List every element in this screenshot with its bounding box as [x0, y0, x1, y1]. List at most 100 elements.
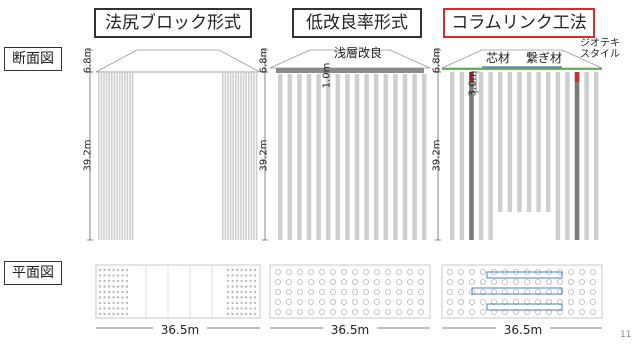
plan-dot-1 [226, 312, 230, 316]
plan-circle-2 [285, 308, 292, 315]
plan-dot-1 [231, 296, 234, 299]
block-column-left [100, 72, 103, 240]
plan-dot-1 [231, 290, 234, 294]
plan-circle-3 [501, 288, 508, 295]
plan-dot-1 [226, 296, 230, 299]
dim-top-2: 6.8m [258, 47, 270, 74]
page-number: 11 [620, 330, 632, 340]
plan-dot-1 [240, 274, 243, 277]
plan-circle-2 [285, 288, 292, 295]
plan-circle-3 [568, 308, 575, 315]
plan-circle-2 [329, 308, 336, 315]
plan-circle-3 [490, 278, 497, 285]
block-column-left [124, 72, 126, 240]
plan-dot-1 [125, 301, 129, 305]
plan-dot-1 [103, 296, 106, 299]
plan-dot-1 [107, 279, 111, 283]
column [536, 72, 541, 212]
plan-dot-1 [231, 268, 234, 272]
plan-dot-1 [249, 285, 252, 288]
plan-circle-2 [417, 308, 424, 315]
plan-dot-1 [253, 279, 257, 283]
plan-dot-1 [235, 296, 239, 299]
plan-circle-2 [406, 308, 413, 315]
plan-dot-1 [249, 312, 252, 316]
plan-dot-1 [112, 274, 115, 277]
improvement-column [374, 74, 379, 240]
block-column-right [245, 72, 247, 240]
plan-dot-1 [116, 285, 120, 288]
plan-circle-3 [479, 298, 486, 305]
block-column-right [227, 72, 229, 240]
plan-dot-1 [103, 279, 106, 283]
block-column-left [98, 72, 100, 240]
plan-circle-2 [373, 308, 380, 315]
plan-dot-1 [235, 307, 239, 310]
improvement-column [297, 74, 302, 240]
plan-dot-1 [98, 279, 102, 283]
plan-dot-1 [226, 274, 230, 277]
block-column-left [105, 72, 108, 240]
block-column-left [103, 72, 105, 240]
column [517, 72, 522, 212]
block-column-right [255, 72, 258, 240]
plan-dot-1 [107, 290, 111, 294]
plan-dot-1 [244, 285, 248, 288]
plan-dot-1 [103, 312, 106, 316]
plan-dot-1 [240, 301, 243, 305]
plan-dot-1 [125, 290, 129, 294]
label-core-depth: 3.0m [467, 70, 479, 97]
plan-dot-1 [249, 279, 252, 283]
plan-circle-3 [557, 298, 564, 305]
plan-circle-2 [274, 268, 281, 275]
plan-circle-3 [513, 298, 520, 305]
plan-dot-1 [231, 279, 234, 283]
title-low-improvement: 低改良率形式 [292, 8, 422, 38]
plan-dot-1 [112, 290, 115, 294]
plan-dot-1 [107, 307, 111, 310]
improvement-column [316, 74, 321, 240]
plan-circle-2 [340, 308, 347, 315]
plan-dot-1 [235, 301, 239, 305]
plan-outline-2 [269, 264, 431, 319]
embankment-3 [441, 49, 603, 69]
row-label-plan: 平面図 [4, 261, 62, 285]
plan-dot-1 [121, 268, 124, 272]
plan-dot-1 [240, 290, 243, 294]
plan-dot-1 [116, 296, 120, 299]
plan-dot-1 [116, 290, 120, 294]
plan-dot-1 [125, 274, 129, 277]
plan-dot-1 [253, 301, 257, 305]
plan-circle-3 [479, 288, 486, 295]
plan-circle-2 [351, 268, 358, 275]
plan-outline-1 [95, 264, 261, 319]
plan-circle-2 [362, 298, 369, 305]
column [565, 72, 570, 240]
improvement-column [287, 74, 293, 240]
plan-dot-1 [253, 312, 257, 316]
plan-dot-1 [116, 268, 120, 272]
plan-circle-3 [457, 308, 464, 315]
plan-circle-3 [501, 308, 508, 315]
plan-circle-3 [457, 268, 464, 275]
plan-circle-2 [373, 288, 380, 295]
plan-dot-1 [240, 285, 243, 288]
block-column-right [222, 72, 224, 240]
plan-circle-2 [362, 308, 369, 315]
plan-dot-1 [121, 296, 124, 299]
plan-circle-2 [329, 278, 336, 285]
plan-dot-1 [116, 279, 120, 283]
block-column-right [250, 72, 253, 240]
plan-dot-1 [98, 312, 102, 316]
label-connector-material: 繋ぎ材 [526, 51, 563, 65]
row-label-section: 断面図 [4, 47, 62, 71]
plan-dot-1 [235, 290, 239, 294]
plan-dot-1 [244, 301, 248, 305]
plan-dot-1 [235, 312, 239, 316]
plan-dot-1 [125, 296, 129, 299]
plan-circle-2 [362, 268, 369, 275]
plan-circle-2 [373, 278, 380, 285]
plan-circle-2 [307, 278, 314, 285]
plan-dot-1 [121, 312, 124, 316]
plan-dot-1 [125, 279, 129, 283]
